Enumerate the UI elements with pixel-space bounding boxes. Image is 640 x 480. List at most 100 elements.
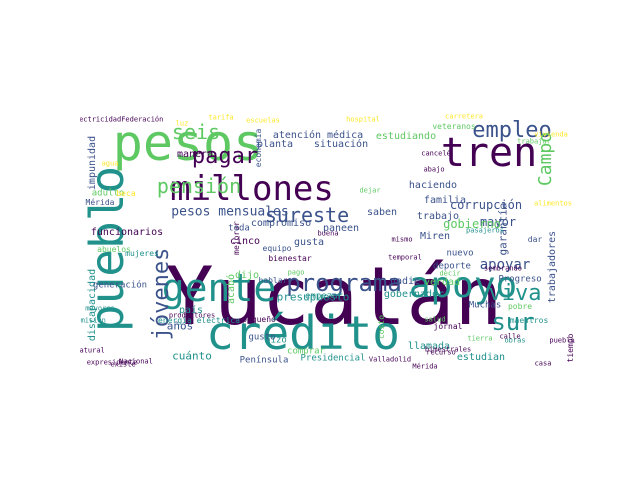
cloud-word: Comisión: [80, 316, 106, 325]
cloud-word: sur: [491, 308, 535, 336]
cloud-word: beca: [116, 189, 136, 198]
cloud-word: atención médica: [272, 130, 364, 141]
cloud-word: pensión: [156, 174, 242, 198]
cloud-word: adulto: [91, 188, 125, 199]
cloud-word: obras: [504, 336, 526, 345]
cloud-word: natural: [80, 346, 105, 355]
cloud-word: pequeño: [242, 315, 276, 324]
cloud-word: planta: [256, 139, 294, 150]
cloud-word: casa: [534, 359, 552, 368]
cloud-word: apoyar: [479, 257, 531, 273]
cloud-word: trabajo: [416, 211, 460, 222]
cloud-word: dar: [527, 235, 543, 244]
cloud-word: crédito: [206, 306, 400, 360]
cloud-word: nuevo: [446, 248, 474, 259]
cloud-word: pueblo: [549, 336, 575, 345]
cloud-word: gobernador: [383, 289, 445, 300]
cloud-word: trabajar: [517, 137, 551, 146]
cloud-word: pasajeros: [466, 226, 504, 235]
cloud-word: luz: [175, 119, 189, 128]
cloud-word: cinco: [229, 236, 261, 247]
cloud-word: millones: [170, 169, 334, 209]
cloud-word: tierra: [467, 334, 493, 343]
cloud-word: alimentos: [534, 199, 572, 208]
cloud-word: temporal: [388, 253, 422, 262]
cloud-word: dijo: [234, 270, 260, 281]
cloud-word: paneen: [322, 223, 360, 234]
cloud-word: vivienda: [534, 130, 568, 139]
cloud-word: agua: [101, 159, 119, 168]
cloud-word: expresidente: [86, 358, 138, 367]
cloud-word: mujeres: [125, 249, 159, 258]
cloud-word: decir: [439, 269, 461, 278]
cloud-word: estudiando: [375, 131, 437, 142]
cloud-word: abajo: [423, 165, 445, 174]
cloud-word: salud: [424, 315, 446, 324]
cloud-word: hablar: [258, 276, 288, 285]
cloud-word: tarifa: [208, 113, 234, 122]
cloud-word: cuánto: [172, 349, 212, 363]
cloud-word: gusto: [248, 332, 276, 343]
cloud-word: empezar: [305, 291, 343, 302]
cloud-word: pesos: [112, 114, 264, 172]
cloud-word: estudian: [456, 352, 506, 363]
cloud-word: escuelas: [246, 116, 280, 125]
cloud-word: cancelé: [421, 149, 451, 158]
cloud-word: abuelos: [97, 245, 131, 254]
cloud-word: bienestar: [268, 254, 312, 263]
cloud-word: productores: [168, 311, 216, 320]
cloud-word: Muchas: [468, 300, 502, 311]
cloud-word: mismo: [391, 235, 413, 244]
cloud-word: verdad: [423, 277, 461, 288]
cloud-word: pesos mensuales: [171, 204, 289, 220]
cloud-word: hizo: [265, 335, 287, 346]
cloud-word: bimestrales: [424, 345, 472, 354]
cloud-word: existe: [110, 360, 136, 369]
cloud-word: viva: [488, 281, 542, 306]
cloud-word: país: [178, 305, 204, 316]
cloud-word: generación: [92, 280, 148, 291]
cloud-word: comprar: [287, 346, 325, 357]
cloud-word: pagar: [191, 144, 259, 169]
cloud-word: sureste: [264, 203, 350, 227]
cloud-word: funcionarios: [90, 227, 164, 238]
cloud-word: gobierno: [443, 217, 501, 231]
cloud-word: gente: [161, 266, 277, 310]
cloud-word: manera: [176, 149, 214, 160]
cloud-word: situación: [313, 139, 369, 150]
cloud-word: mayores: [85, 304, 115, 313]
cloud-word: pago: [287, 268, 305, 277]
cloud-word: corrupción: [449, 198, 523, 212]
cloud-word: seis: [171, 120, 221, 144]
cloud-word: presupuesto: [276, 290, 350, 304]
word-cloud: Yucatán pesos crédito pueblo millones gente ap…: [80, 109, 579, 369]
cloud-word: ElectricidadFederación: [80, 115, 164, 124]
cloud-word: Península: [239, 355, 289, 366]
cloud-word: equipo: [262, 244, 292, 253]
cloud-word: Mérida: [412, 362, 438, 369]
cloud-word: Miren: [419, 231, 451, 242]
cloud-word: programa: [286, 269, 402, 297]
cloud-word: recurso: [426, 348, 456, 357]
cloud-word: impunidad: [87, 135, 98, 191]
cloud-word: Presidencial: [300, 353, 366, 364]
cloud-word: maestros: [509, 316, 549, 325]
cloud-word: Yucatán: [165, 250, 503, 343]
cloud-word: años: [166, 319, 194, 333]
cloud-word: costo: [377, 314, 386, 340]
cloud-word: veteranos: [432, 122, 476, 131]
cloud-word: economía: [254, 128, 263, 168]
cloud-word: pobre: [507, 302, 533, 311]
cloud-word: jornal: [433, 322, 463, 331]
cloud-word: energía eléctrica: [158, 316, 240, 325]
cloud-word: compromiso: [250, 218, 312, 229]
cloud-word: mayor: [479, 215, 517, 229]
cloud-word: Valladolid: [368, 355, 412, 364]
cloud-word: calle: [499, 332, 521, 341]
cloud-word: nadie: [389, 276, 421, 287]
cloud-word: llamada: [407, 341, 451, 352]
cloud-word: apoyo: [408, 265, 518, 306]
cloud-word: trabajadores: [547, 230, 558, 304]
cloud-word: gusta: [293, 237, 325, 248]
cloud-word: saben: [366, 207, 398, 218]
